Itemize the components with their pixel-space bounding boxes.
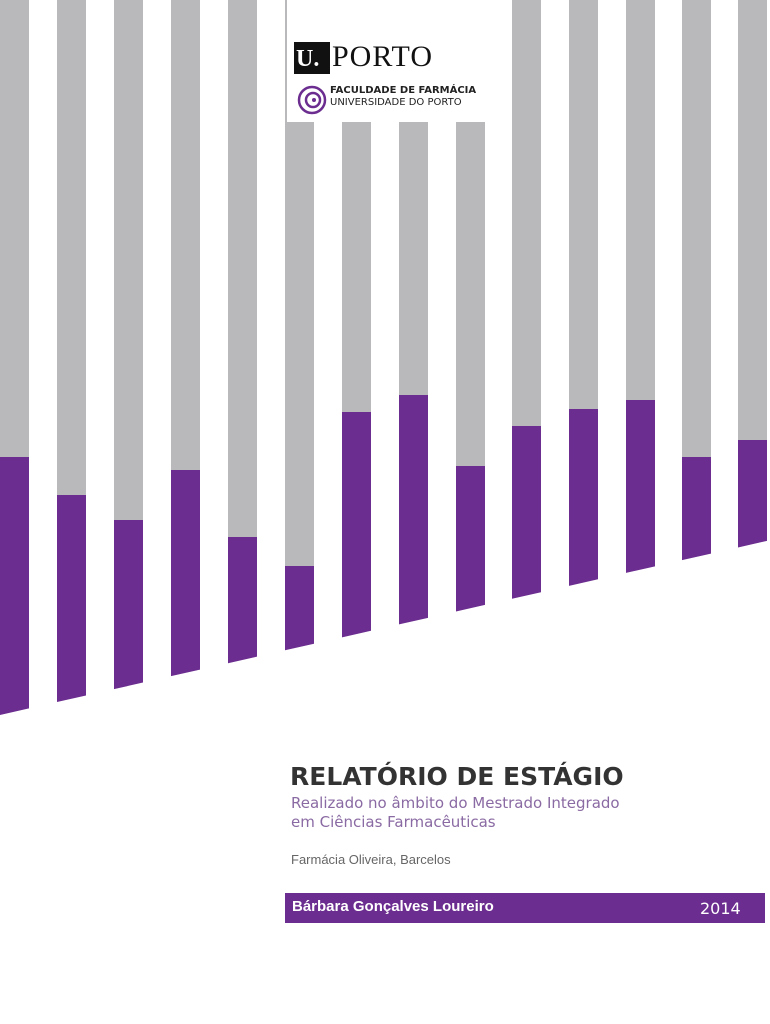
gray-bar: [569, 0, 598, 409]
purple-bar: [399, 395, 428, 625]
purple-bar: [682, 457, 711, 561]
gray-bar: [228, 0, 257, 537]
gray-bar: [285, 0, 314, 566]
gray-bar: [738, 0, 767, 440]
gray-bar: [626, 0, 655, 400]
logo-mark: U.: [294, 42, 330, 74]
subtitle-line: em Ciências Farmacêuticas: [291, 813, 496, 831]
purple-bar: [171, 470, 200, 677]
year: 2014: [700, 899, 741, 918]
purple-bar: [57, 495, 86, 703]
gray-bar: [0, 0, 29, 457]
title: RELATÓRIO DE ESTÁGIO: [290, 762, 624, 791]
purple-bar: [626, 400, 655, 573]
subtitle-line: Realizado no âmbito do Mestrado Integrad…: [291, 794, 620, 812]
purple-bar: [569, 409, 598, 586]
purple-bar: [512, 426, 541, 599]
logo-faculty: FACULDADE DE FARMÁCIA: [330, 85, 477, 96]
gray-bar: [682, 0, 711, 457]
gray-bar: [57, 0, 86, 495]
gray-bar: [171, 0, 200, 470]
logo-name: PORTO: [332, 40, 434, 73]
purple-bar: [228, 537, 257, 664]
purple-bar: [0, 457, 29, 715]
purple-bar: [342, 412, 371, 638]
gray-bar: [512, 0, 541, 426]
purple-bar: [285, 566, 314, 651]
place: Farmácia Oliveira, Barcelos: [291, 852, 451, 867]
logo-university: UNIVERSIDADE DO PORTO: [330, 97, 462, 108]
gray-bar: [114, 0, 143, 520]
purple-bar: [456, 466, 485, 612]
purple-bar: [114, 520, 143, 690]
purple-bar: [738, 440, 767, 548]
author-band: [285, 893, 765, 923]
author: Bárbara Gonçalves Loureiro: [292, 898, 494, 915]
